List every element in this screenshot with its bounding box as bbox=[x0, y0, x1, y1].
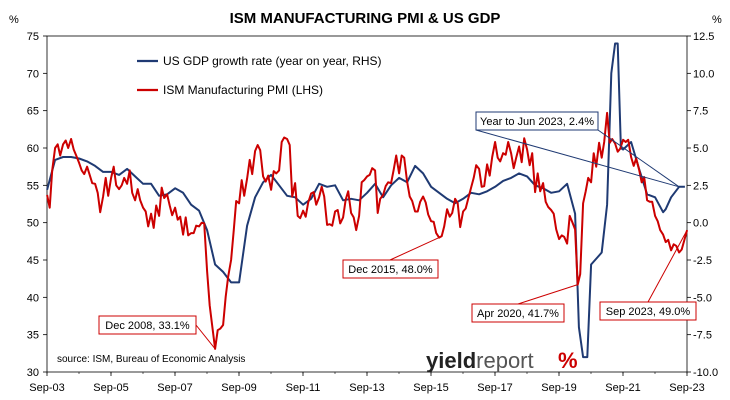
left-tick-label: 65 bbox=[27, 106, 39, 118]
x-tick-label: Sep-03 bbox=[29, 382, 64, 394]
annotation-label: Sep 2023, 49.0% bbox=[606, 306, 691, 318]
annotation-box bbox=[342, 259, 439, 279]
right-tick-label: 5.0 bbox=[693, 143, 708, 155]
logo-percent-icon: % bbox=[558, 348, 578, 373]
right-tick-label: -5.0 bbox=[693, 292, 712, 304]
annotation-box bbox=[471, 303, 565, 323]
annotation-layer: Year to Jun 2023, 2.4% Dec 2015, 48.0% Dec… bbox=[98, 111, 697, 350]
series-layer bbox=[46, 42, 689, 359]
x-tick-label: Sep-13 bbox=[349, 382, 384, 394]
right-axis-unit: % bbox=[712, 14, 722, 26]
right-tick-label: 7.5 bbox=[693, 106, 708, 118]
left-tick-label: 55 bbox=[27, 180, 39, 192]
left-tick-label: 40 bbox=[27, 292, 39, 304]
left-tick-label: 60 bbox=[27, 143, 39, 155]
annotation-leader bbox=[597, 129, 680, 188]
x-tick-label: Sep-07 bbox=[157, 382, 192, 394]
logo-text: yieldreport bbox=[426, 348, 534, 373]
left-tick-label: 75 bbox=[27, 31, 39, 43]
left-axis-unit: % bbox=[9, 14, 19, 26]
legend-label-pmi: ISM Manufacturing PMI (LHS) bbox=[163, 83, 323, 97]
x-tick-label: Sep-17 bbox=[477, 382, 512, 394]
left-axis: 30 35 40 45 50 55 60 65 70 75 bbox=[27, 31, 47, 379]
right-tick-label: 2.5 bbox=[693, 180, 708, 192]
annotation-leader bbox=[647, 229, 688, 303]
annotation-leader bbox=[475, 129, 680, 188]
annotation-leader bbox=[389, 237, 440, 261]
right-tick-label: 10.0 bbox=[693, 68, 714, 80]
left-tick-label: 45 bbox=[27, 255, 39, 267]
right-tick-label: 12.5 bbox=[693, 31, 714, 43]
x-tick-label: Sep-23 bbox=[669, 382, 704, 394]
annotation-leader bbox=[195, 324, 216, 350]
right-tick-label: -10.0 bbox=[693, 367, 718, 379]
annotation-box bbox=[98, 315, 197, 335]
right-tick-label: -2.5 bbox=[693, 255, 712, 267]
annotation-label: Year to Jun 2023, 2.4% bbox=[480, 116, 594, 128]
x-tick-label: Sep-21 bbox=[605, 382, 640, 394]
annotation-label: Dec 2015, 48.0% bbox=[348, 264, 433, 276]
source-note: source: ISM, Bureau of Economic Analysis bbox=[57, 354, 245, 365]
right-tick-label: -7.5 bbox=[693, 330, 712, 342]
left-tick-label: 70 bbox=[27, 68, 39, 80]
annotation-leader bbox=[517, 284, 578, 305]
right-tick-label: 0.0 bbox=[693, 218, 708, 230]
x-tick-label: Sep-09 bbox=[221, 382, 256, 394]
x-tick-label: Sep-11 bbox=[286, 382, 321, 394]
annotation-box bbox=[599, 301, 697, 321]
legend-label-gdp: US GDP growth rate (year on year, RHS) bbox=[163, 54, 382, 68]
annotation-label: Dec 2008, 33.1% bbox=[105, 320, 190, 332]
x-axis: Sep-03 Sep-05 Sep-07 Sep-09 Sep-11 Sep-13 Sep-… bbox=[29, 372, 705, 394]
right-axis: -10.0 -7.5 -5.0 -2.5 0.0 2.5 5.0 7.5 10.0 12.5 bbox=[687, 31, 718, 379]
x-tick-label: Sep-15 bbox=[413, 382, 448, 394]
legend: US GDP growth rate (year on year, RHS) I… bbox=[137, 54, 382, 97]
annotation-box bbox=[475, 111, 599, 131]
annotation-label: Apr 2020, 41.7% bbox=[477, 308, 559, 320]
x-tick-label: Sep-05 bbox=[93, 382, 128, 394]
chart-title: ISM MANUFACTURING PMI & US GDP bbox=[230, 10, 501, 27]
series-line-pmi bbox=[46, 111, 689, 350]
left-tick-label: 30 bbox=[27, 367, 39, 379]
left-tick-label: 50 bbox=[27, 218, 39, 230]
x-tick-label: Sep-19 bbox=[541, 382, 576, 394]
yieldreport-logo: yieldreport % bbox=[426, 348, 578, 373]
left-tick-label: 35 bbox=[27, 330, 39, 342]
